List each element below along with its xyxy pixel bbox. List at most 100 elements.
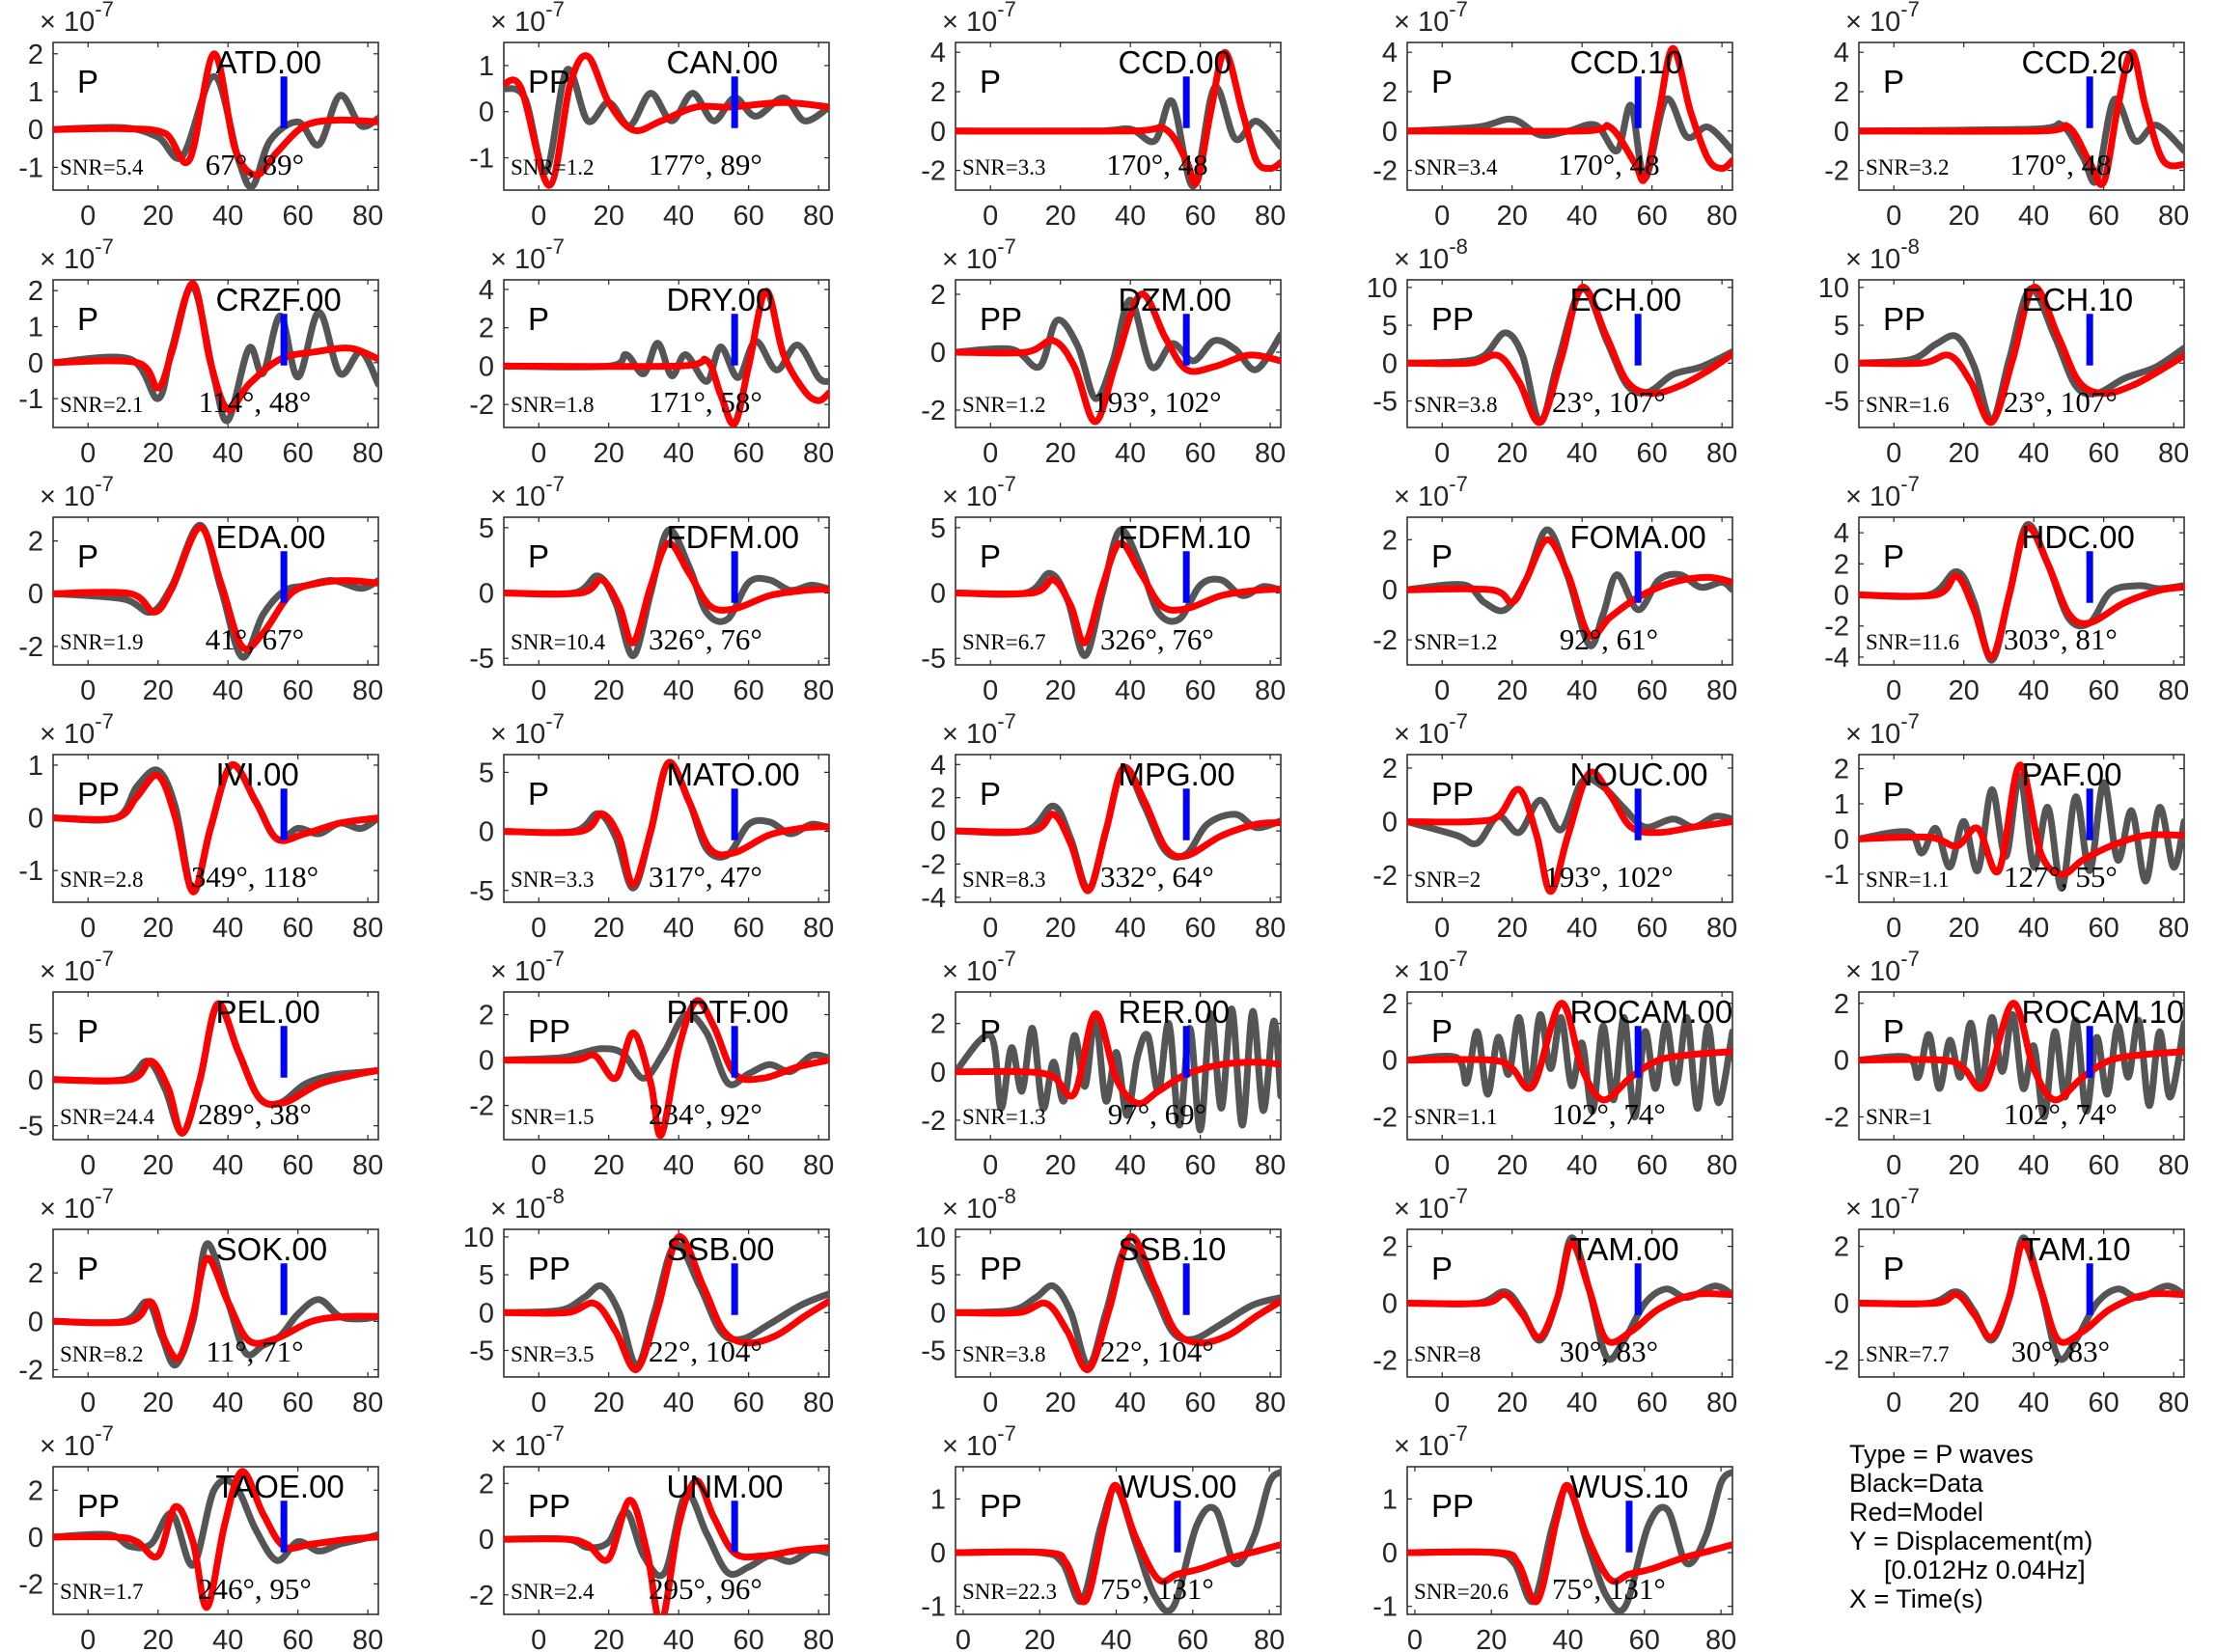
- x-tick-label: 80: [352, 1388, 383, 1418]
- x-tick-label: 20: [143, 675, 174, 706]
- x-tick-label: 60: [1185, 1150, 1216, 1181]
- y-tick-label: 0: [28, 579, 43, 610]
- snr-label: SNR=2: [1414, 867, 1481, 892]
- model-trace: [956, 290, 1281, 426]
- x-tick-label: 20: [594, 1388, 624, 1418]
- station-label: UNM.00: [667, 1469, 784, 1504]
- x-tick-label: 40: [1115, 913, 1146, 944]
- snr-label: SNR=1.7: [60, 1580, 143, 1604]
- y-exponent-label: × 10-8: [490, 1184, 565, 1225]
- waveforms: [1859, 1234, 2184, 1363]
- phase-label: PP: [528, 1251, 570, 1286]
- phase-label: P: [1431, 1251, 1453, 1286]
- figure-legend: Type = P waves Black=Data Red=Model Y = …: [1849, 1440, 2092, 1613]
- y-tick-label: 0: [1382, 1289, 1398, 1320]
- y-tick-label: -2: [1824, 1345, 1849, 1376]
- x-tick-label: 0: [983, 438, 998, 469]
- station-label: DRY.00: [667, 282, 774, 317]
- y-tick-label: -2: [1824, 612, 1849, 643]
- x-tick-label: 40: [212, 201, 243, 232]
- x-tick-label: 40: [1115, 201, 1146, 232]
- y-exponent-label: × 10-7: [1394, 709, 1468, 750]
- x-tick-label: 0: [531, 201, 546, 232]
- phase-label: PP: [77, 1488, 120, 1524]
- x-tick-label: 40: [212, 1388, 243, 1418]
- waveforms: [956, 1005, 1281, 1134]
- x-tick-label: 0: [1886, 913, 1901, 944]
- y-tick-label: 2: [28, 276, 43, 307]
- snr-label: SNR=8.2: [60, 1342, 143, 1366]
- x-tick-label: 60: [2089, 1150, 2119, 1181]
- x-tick-label: 0: [1886, 201, 1901, 232]
- x-tick-label: 60: [2089, 201, 2119, 232]
- y-tick-label: 2: [930, 1009, 946, 1040]
- model-trace: [53, 1254, 378, 1363]
- x-tick-label: 0: [983, 675, 998, 706]
- snr-label: SNR=2.1: [60, 393, 143, 417]
- y-exponent-label: × 10-7: [490, 234, 565, 275]
- y-tick-label: 0: [930, 1298, 946, 1329]
- y-tick-label: 2: [479, 1469, 494, 1500]
- waveforms: [504, 758, 829, 892]
- snr-label: SNR=3.8: [1414, 393, 1497, 417]
- angle-label: 246°, 95°: [198, 1572, 312, 1606]
- y-tick-label: 2: [930, 77, 946, 108]
- y-exponent-label: × 10-7: [490, 709, 565, 750]
- angle-label: 326°, 76°: [1100, 622, 1214, 656]
- y-tick-label: 0: [28, 804, 43, 835]
- y-tick-label: 0: [1382, 808, 1398, 839]
- x-tick-label: 0: [983, 913, 998, 944]
- angle-label: 295°, 96°: [649, 1572, 762, 1606]
- x-tick-label: 60: [1185, 1388, 1216, 1418]
- phase-label: P: [528, 776, 549, 812]
- waveforms: [1859, 1000, 2184, 1121]
- model-trace: [53, 1468, 378, 1611]
- waveforms: [1407, 44, 1732, 184]
- y-tick-label: -2: [18, 632, 43, 663]
- station-label: ROCAM.00: [1570, 994, 1733, 1030]
- waveforms: [53, 761, 378, 895]
- x-tick-label: 40: [1115, 438, 1146, 469]
- y-tick-label: 4: [930, 750, 946, 781]
- station-label: SSB.10: [1119, 1231, 1227, 1267]
- waveforms: [504, 52, 829, 189]
- y-tick-label: 1: [28, 77, 43, 108]
- y-exponent-label: × 10-7: [1845, 709, 1920, 750]
- model-trace: [956, 1481, 1281, 1606]
- x-tick-label: 80: [2158, 1388, 2189, 1418]
- panel-eda-00: 0 20 40 60 80 -2 0 2 × 10-7 P EDA.00 SNR=1.9 41°, 67…: [18, 472, 383, 706]
- y-tick-label: -1: [1372, 1592, 1398, 1623]
- x-tick-label: 80: [1254, 1625, 1285, 1652]
- y-exponent-label: × 10-8: [1394, 234, 1468, 275]
- x-tick-label: 60: [283, 1150, 314, 1181]
- station-label: CCD.20: [2022, 44, 2135, 80]
- x-tick-label: 0: [1434, 1388, 1450, 1418]
- snr-label: SNR=3.3: [511, 867, 594, 892]
- legend-x-axis: X = Time(s): [1849, 1584, 1983, 1613]
- x-tick-label: 60: [1177, 1625, 1208, 1652]
- y-tick-label: 10: [463, 1223, 494, 1253]
- x-tick-label: 20: [594, 913, 624, 944]
- x-tick-label: 80: [1706, 675, 1737, 706]
- phase-label: PP: [980, 1251, 1022, 1286]
- x-tick-label: 0: [1886, 675, 1901, 706]
- y-tick-label: -2: [469, 1581, 494, 1611]
- y-tick-label: 10: [915, 1223, 946, 1253]
- y-tick-label: 5: [479, 757, 494, 788]
- angle-label: 97°, 69°: [1108, 1097, 1206, 1131]
- x-tick-label: 40: [1566, 1388, 1597, 1418]
- station-label: TAM.10: [2022, 1231, 2131, 1267]
- model-trace: [956, 1233, 1281, 1373]
- x-tick-label: 20: [1949, 675, 1980, 706]
- y-tick-label: 0: [479, 351, 494, 382]
- x-tick-label: 60: [1185, 438, 1216, 469]
- x-tick-label: 60: [283, 438, 314, 469]
- y-tick-label: 0: [479, 1046, 494, 1077]
- y-tick-label: 2: [1382, 754, 1398, 785]
- phase-label: PP: [1431, 776, 1474, 812]
- y-tick-label: 0: [930, 1538, 946, 1569]
- x-tick-label: 0: [80, 1625, 96, 1652]
- station-label: TAM.00: [1570, 1231, 1679, 1267]
- phase-label: P: [1883, 1013, 1904, 1049]
